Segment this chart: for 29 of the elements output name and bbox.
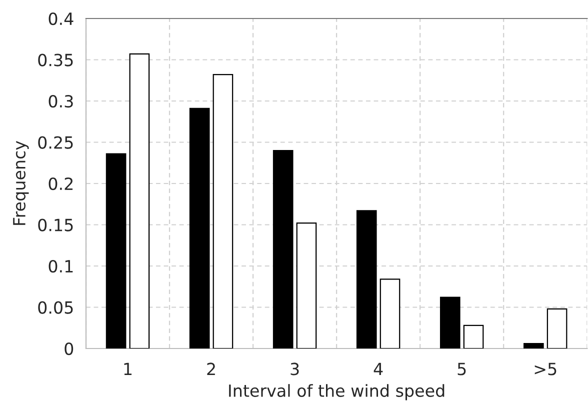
bar [356,210,377,348]
y-tick-label: 0 [64,342,74,356]
x-tick-label: 1 [124,362,132,376]
bar [106,153,126,348]
bar [524,342,544,348]
bar [296,222,317,348]
bar [272,150,294,348]
x-tick-label: >5 [534,362,556,376]
bar [380,278,400,348]
x-tick-label: 2 [207,362,215,376]
x-tick-label: 4 [374,362,383,376]
y-tick-label: 0.35 [38,54,73,66]
bar [189,108,210,348]
bar [212,74,234,348]
y-tick-label: 0.15 [38,218,73,232]
y-tick-label: 0.3 [48,94,73,108]
y-tick-label: 0.4 [48,12,74,26]
y-tick-label: 0.25 [38,136,73,149]
x-axis-title: Interval of the wind speed [229,384,444,400]
y-tick-label: 0.05 [38,301,73,314]
x-tick-label: 5 [458,362,466,376]
bar [463,324,484,348]
bar [129,53,150,348]
y-tick-label: 0.1 [48,260,73,273]
y-axis-title: Frequency [13,140,29,225]
y-tick-label: 0.2 [48,177,73,190]
x-tick-label: 3 [290,362,299,376]
bar [440,296,460,348]
bar [546,308,568,348]
